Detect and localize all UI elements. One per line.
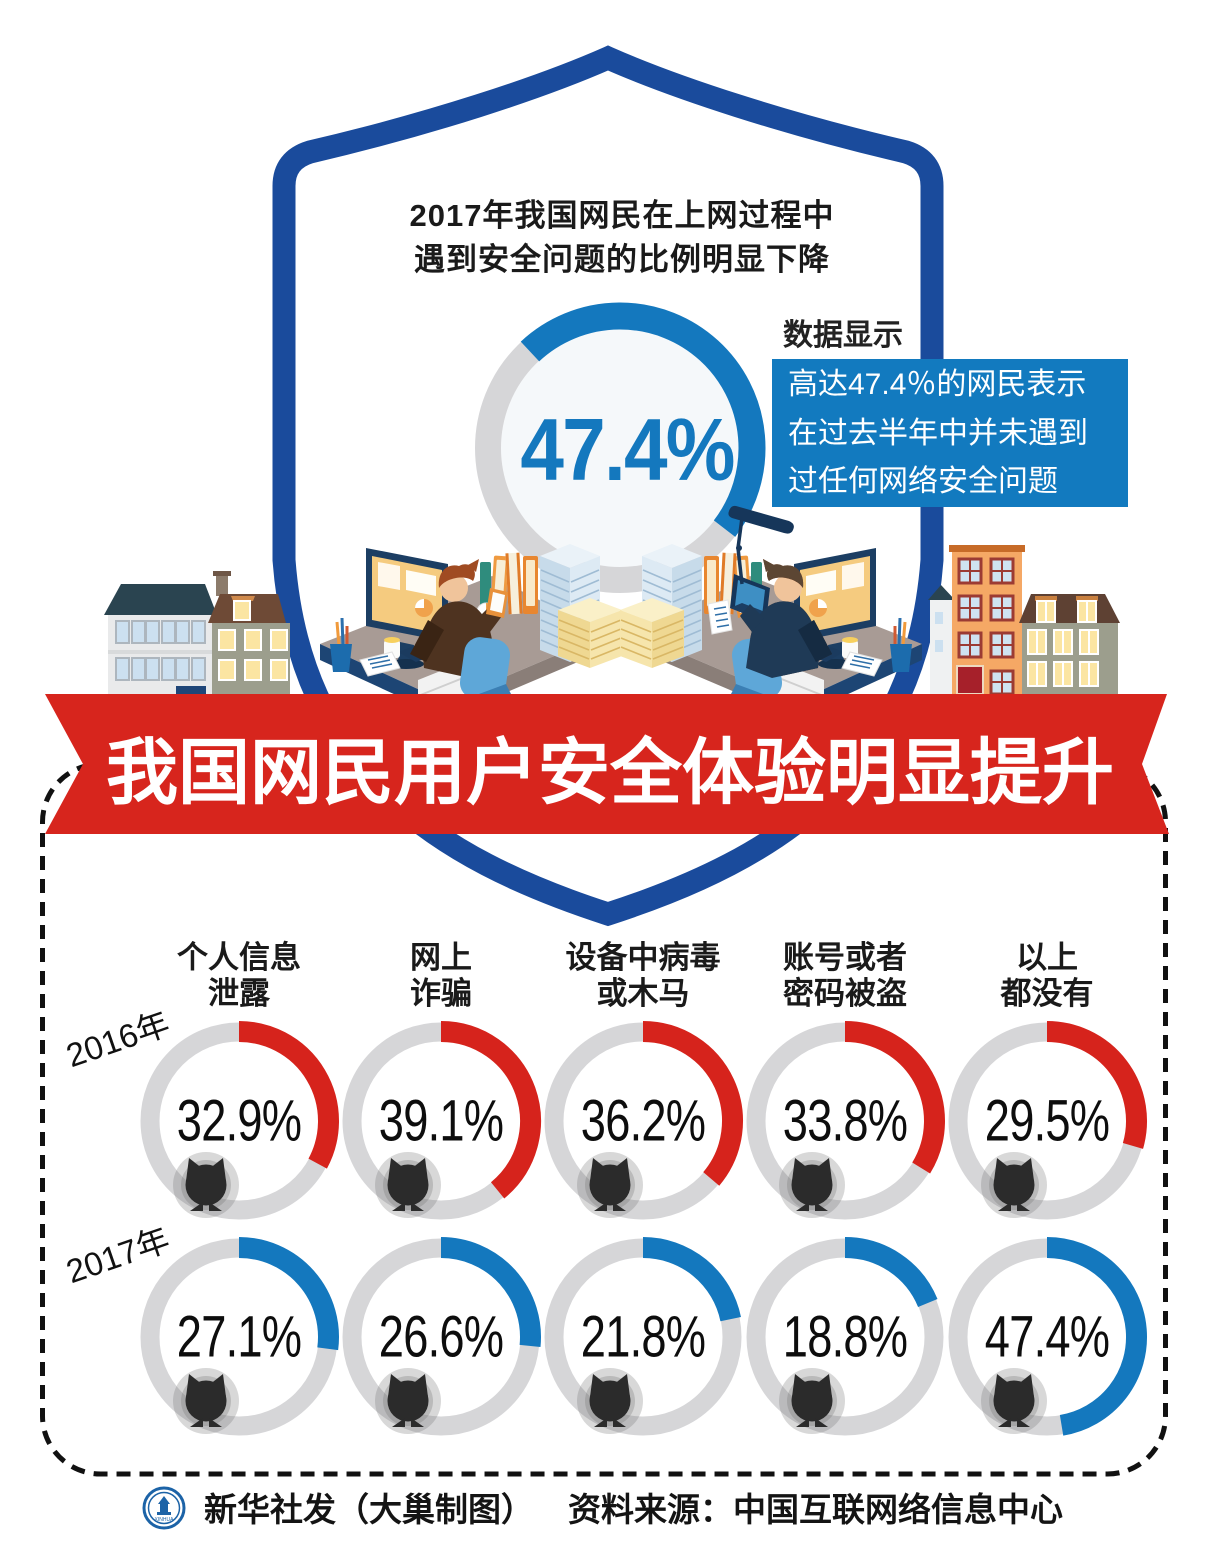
column-header-line2: 泄露 [208, 976, 270, 1011]
city-right [928, 545, 1120, 696]
callout-line2: 在过去半年中并未遇到 [788, 416, 1088, 450]
cat-icon [993, 1374, 1035, 1427]
title-block: 2017年我国网民在上网过程中 遇到安全问题的比例明显下降 [410, 194, 835, 282]
column-header-line2: 都没有 [1000, 976, 1094, 1011]
column-header-1: 个人信息 泄露 [177, 940, 301, 1012]
city-left [104, 571, 290, 694]
donut-cell-2016-4: 33.8% [735, 1011, 955, 1231]
cat-icon [185, 1158, 227, 1211]
cat-icon [791, 1158, 833, 1211]
donut-cell-2016-5: 29.5% [937, 1011, 1157, 1231]
donut-2017-1 [140, 1237, 339, 1436]
donut-value: 32.9% [176, 1088, 302, 1154]
data-label: 数据显示 [783, 319, 903, 352]
donut-2016-5 [948, 1021, 1147, 1220]
callout-line3: 过任何网络安全问题 [788, 465, 1058, 498]
big-donut-ring [475, 302, 766, 593]
donut-cell-2017-1: 27.1% [129, 1227, 349, 1447]
desk-scene-left [320, 544, 622, 718]
cat-icon [993, 1158, 1035, 1211]
column-header-4: 账号或者 密码被盗 [783, 940, 907, 1012]
footer-source: 资料来源：中国互联网络信息中心 [568, 1491, 1063, 1528]
big-donut-value: 47.4% [520, 400, 735, 499]
donut-2016-4 [746, 1021, 945, 1220]
donut-cell-2016-3: 36.2% [533, 1011, 753, 1231]
callout-box: 高达47.4％的网民表示 在过去半年中并未遇到 过任何网络安全问题 [772, 359, 1128, 507]
donut-cell-2016-1: 32.9% [129, 1011, 349, 1231]
donut-value: 18.8% [782, 1304, 908, 1370]
donut-2017-3 [544, 1237, 742, 1436]
column-header-3: 设备中病毒 或木马 [566, 940, 721, 1012]
cat-icon [387, 1374, 429, 1427]
donut-value: 47.4% [984, 1304, 1110, 1370]
cat-icon [387, 1158, 429, 1211]
title-line1: 2017年我国网民在上网过程中 [409, 198, 835, 233]
donut-value: 33.8% [782, 1088, 908, 1154]
cat-icon [589, 1158, 631, 1211]
paper-stack-yellow [558, 598, 622, 668]
donut-rings [140, 1021, 1148, 1436]
xinhua-logo: XINHUA [142, 1486, 186, 1530]
cat-icon [589, 1374, 631, 1427]
column-header-line1: 设备中病毒 [565, 940, 721, 975]
ribbon-banner [45, 694, 1169, 834]
banner-title: 我国网民用户安全体验明显提升 [105, 733, 1115, 814]
donut-cell-2017-4: 18.8% [735, 1227, 955, 1447]
donut-2016-2 [342, 1021, 541, 1220]
cat-icon [185, 1374, 227, 1427]
donut-2017-2 [342, 1237, 541, 1436]
donut-2016-1 [140, 1021, 339, 1220]
donut-value: 26.6% [378, 1304, 504, 1370]
footer-credit: 新华社发（大巢制图） [204, 1491, 534, 1528]
column-header-line2: 或木马 [596, 976, 690, 1011]
column-header-5: 以上 都没有 [1001, 940, 1094, 1012]
donut-2017-5 [948, 1237, 1148, 1436]
title-line2: 遇到安全问题的比例明显下降 [414, 242, 830, 277]
column-header-2: 网上 诈骗 [410, 940, 472, 1012]
donut-cell-2017-5: 47.4% [937, 1227, 1157, 1447]
donut-2017-4 [746, 1237, 944, 1436]
donut-value: 21.8% [580, 1304, 706, 1370]
callout-line1: 高达47.4％的网民表示 [788, 368, 1087, 401]
column-header-line2: 密码被盗 [783, 976, 907, 1011]
column-header-line1: 以上 [1016, 940, 1078, 975]
donut-cell-2017-3: 21.8% [533, 1227, 753, 1447]
xinhua-logo-text: XINHUA [155, 1517, 175, 1523]
donut-2016-3 [544, 1021, 743, 1220]
cat-icon [791, 1374, 833, 1427]
donut-value: 39.1% [378, 1088, 504, 1154]
office-worker-right [707, 559, 832, 678]
donut-cell-2017-2: 26.6% [331, 1227, 551, 1447]
donut-cell-2016-2: 39.1% [331, 1011, 551, 1231]
dashed-panel-border [40, 761, 1168, 1477]
column-header-line1: 账号或者 [783, 940, 907, 975]
column-header-line1: 个人信息 [177, 940, 301, 975]
donut-value: 36.2% [580, 1088, 706, 1154]
shield-outline [272, 45, 944, 927]
column-header-line2: 诈骗 [410, 976, 472, 1011]
donut-value: 27.1% [176, 1304, 302, 1370]
donut-value: 29.5% [984, 1088, 1110, 1154]
column-header-line1: 网上 [410, 940, 472, 975]
